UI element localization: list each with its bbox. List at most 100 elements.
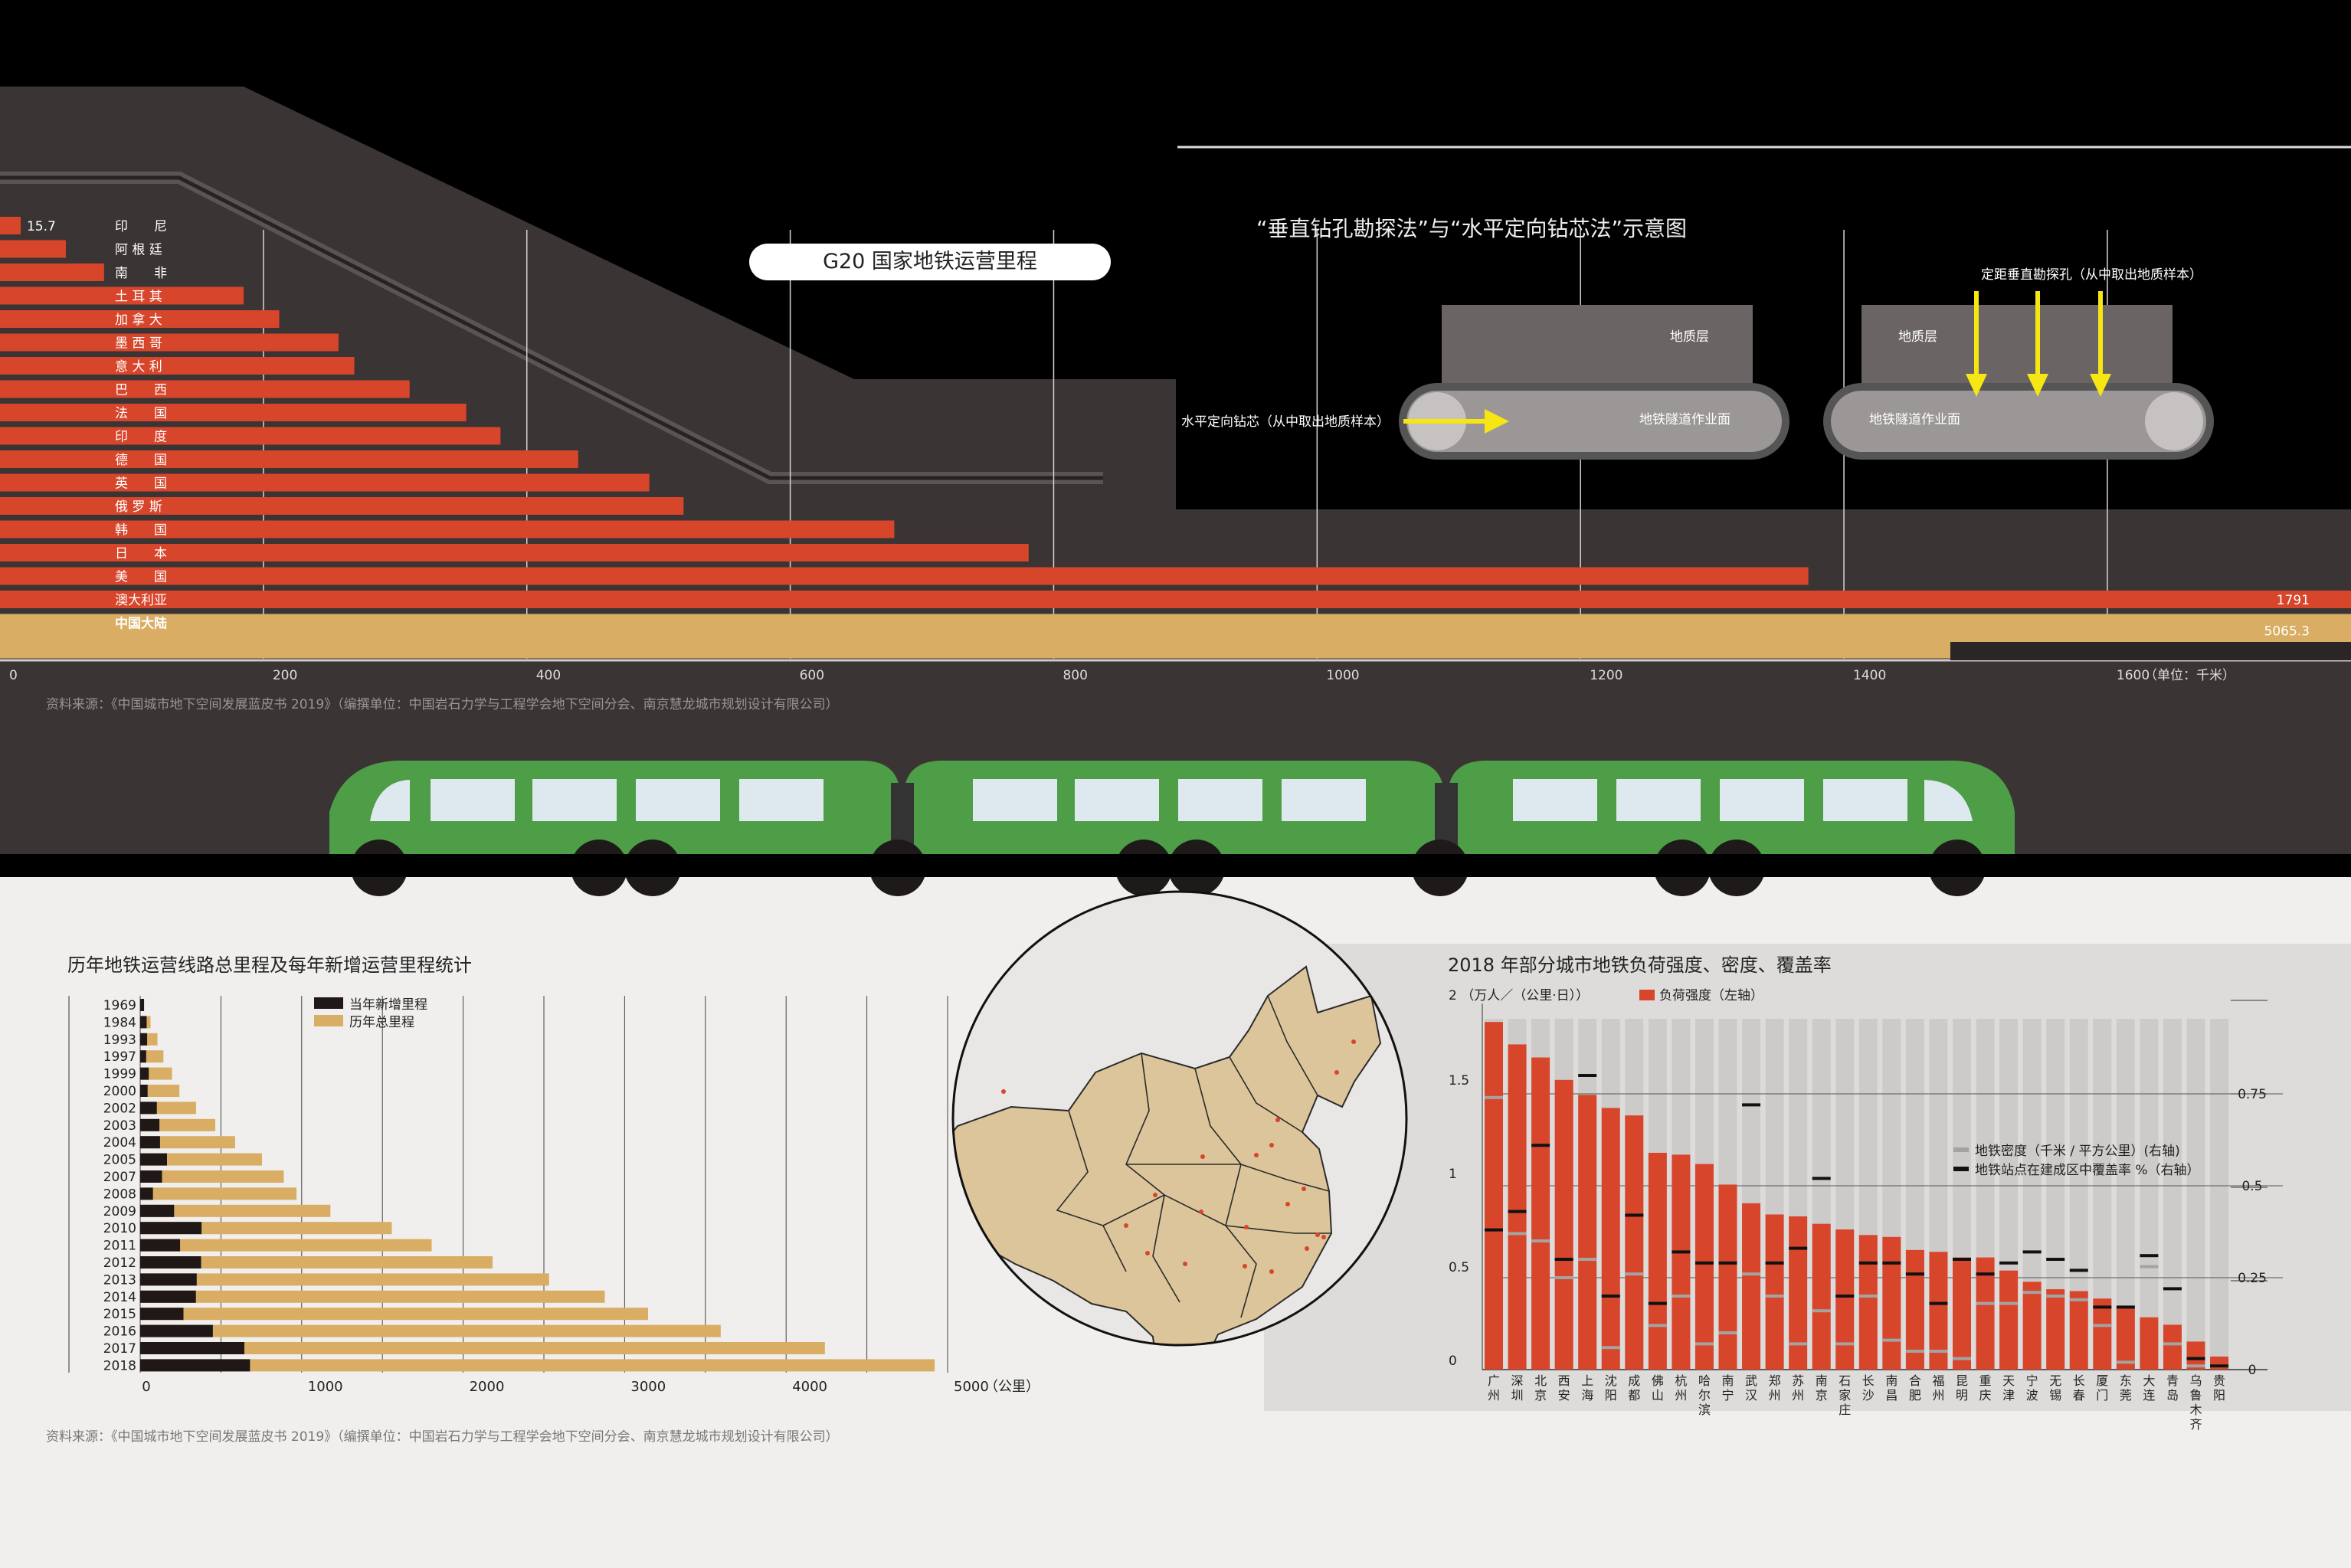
- load-bar: [2046, 1289, 2065, 1370]
- load-left-axis-top-label: 2 （万人／（公里·日））: [1449, 988, 1589, 1003]
- load-bar: [1999, 1270, 2019, 1370]
- density-marker: [1999, 1301, 2019, 1305]
- g20-bar-法国: [0, 404, 467, 421]
- coverage-marker: [1835, 1295, 1855, 1298]
- annual-total-bar: [140, 1324, 721, 1337]
- load-city-label: 尔: [1698, 1388, 1711, 1403]
- load-city-label: 莞: [2120, 1388, 2132, 1403]
- annual-total-bar: [140, 1187, 297, 1200]
- annual-total-bar: [140, 1170, 284, 1183]
- annual-new-bar: [140, 1016, 147, 1029]
- vertical-arrows: [1966, 291, 2111, 397]
- load-bar: [2069, 1291, 2088, 1370]
- load-city-label: 青: [2166, 1373, 2179, 1388]
- annual-xtick-label: 1000: [308, 1379, 343, 1395]
- train-illustration: [329, 760, 2015, 896]
- g20-bar-日本: [0, 544, 1029, 561]
- g20-title: G20 国家地铁运营里程: [823, 250, 1037, 273]
- load-city-label: 肥: [1909, 1388, 1921, 1403]
- load-left-unit: （万人／（公里·日））: [1461, 988, 1589, 1003]
- map-frame: [951, 890, 1408, 1347]
- annual-ticks: 0 1000 2000 3000 4000 5000: [142, 1379, 989, 1395]
- g20-category-label: 墨 西 哥: [115, 336, 162, 352]
- annual-total-bar: [140, 1222, 392, 1235]
- annual-new-bar: [140, 1324, 213, 1337]
- load-city-label: 安: [1558, 1388, 1570, 1403]
- load-city-label: 波: [2026, 1388, 2038, 1403]
- g20-xtick-label: 1000: [1326, 668, 1359, 683]
- legend-density: 地铁密度（千米 / 平方公里）(右轴): [1975, 1144, 2180, 1159]
- train-windows: [431, 779, 1907, 821]
- load-bar: [1742, 1203, 1761, 1370]
- annual-total-bar: [140, 1239, 432, 1252]
- load-city-label: 州: [1769, 1388, 1781, 1403]
- annual-new-bar: [140, 1102, 157, 1115]
- load-city-label: 滨: [1698, 1403, 1711, 1417]
- annual-year-label: 2007: [103, 1170, 136, 1185]
- annual-new-bar: [140, 1239, 181, 1252]
- load-city-label: 阳: [2213, 1388, 2225, 1403]
- load-bar: [1976, 1257, 1995, 1370]
- load-city-label: 厦: [2096, 1373, 2108, 1388]
- g20-bar-韩国: [0, 520, 895, 538]
- load-left-ytick: 1: [1449, 1167, 1457, 1182]
- g20-bar-南非: [0, 264, 104, 281]
- load-city-label: 春: [2073, 1388, 2085, 1403]
- load-city-label: 无: [2049, 1373, 2061, 1388]
- density-marker: [2116, 1360, 2135, 1364]
- g20-bar-加拿大: [0, 310, 280, 328]
- density-marker: [1694, 1342, 1714, 1346]
- density-marker: [1531, 1239, 1550, 1242]
- annual-total-bar: [140, 1273, 549, 1286]
- annual-year-label: 1993: [103, 1033, 136, 1048]
- load-city-label: 天: [2002, 1373, 2015, 1388]
- load-city-label: 北: [1534, 1373, 1547, 1388]
- load-city-label: 长: [2073, 1373, 2085, 1388]
- load-city-label: 长: [1862, 1373, 1875, 1388]
- annual-title: 历年地铁运营线路总里程及每年新增运营里程统计: [67, 954, 472, 976]
- coverage-marker: [2046, 1258, 2065, 1261]
- load-city-label: 沈: [1605, 1373, 1617, 1388]
- load-column-bg: [2186, 1019, 2205, 1370]
- load-city-label: 岛: [2166, 1388, 2179, 1403]
- g20-bar-英国: [0, 473, 650, 492]
- density-marker: [1578, 1258, 1597, 1261]
- annual-year-label: 2000: [103, 1084, 136, 1099]
- load-bar: [2210, 1356, 2229, 1370]
- load-bar: [2116, 1308, 2135, 1370]
- load-left-ytick: 0.5: [1449, 1260, 1469, 1275]
- rear-window: [1924, 780, 1973, 821]
- density-marker: [1905, 1350, 1924, 1353]
- load-city-label: 南: [1885, 1373, 1897, 1388]
- g20-category-label: 加 拿 大: [115, 312, 162, 328]
- density-marker: [1812, 1309, 1831, 1313]
- density-marker: [1929, 1350, 1948, 1353]
- annual-total-bar: [140, 1153, 262, 1166]
- load-city-label: 鲁: [2189, 1388, 2202, 1403]
- annual-new-bar: [140, 1085, 148, 1097]
- g20-bar-澳大利亚: [0, 591, 2351, 608]
- vertical-arrow-icon: [1966, 374, 1987, 397]
- load-city-label: 乌: [2189, 1373, 2202, 1388]
- load-bar: [2093, 1298, 2112, 1370]
- g20-category-label: 英 国: [115, 476, 167, 492]
- load-city-label: 石: [1839, 1373, 1851, 1388]
- legend-load: 负荷强度（左轴）: [1659, 988, 1763, 1003]
- coverage-marker: [2093, 1305, 2112, 1309]
- coverage-marker: [1789, 1246, 1808, 1250]
- annual-new-bar: [140, 999, 145, 1011]
- annual-total-bar: [140, 1342, 825, 1354]
- g20-category-label: 印 度: [115, 430, 167, 445]
- annual-new-bar: [140, 1067, 149, 1080]
- tunnel-face-left-label: 地铁隧道作业面: [1639, 412, 1731, 427]
- load-city-label: 都: [1628, 1388, 1640, 1403]
- load-bar: [1601, 1108, 1620, 1370]
- tunnel-notch: [1950, 642, 2351, 660]
- incline-track-inner: [0, 175, 1103, 480]
- annual-xtick-label: 5000: [954, 1379, 989, 1395]
- density-marker: [1953, 1357, 1971, 1360]
- annual-total-bar: [140, 1085, 180, 1097]
- coverage-marker: [2140, 1254, 2159, 1258]
- annual-new-bar: [140, 1342, 244, 1354]
- load-city-label: 阳: [1605, 1388, 1617, 1403]
